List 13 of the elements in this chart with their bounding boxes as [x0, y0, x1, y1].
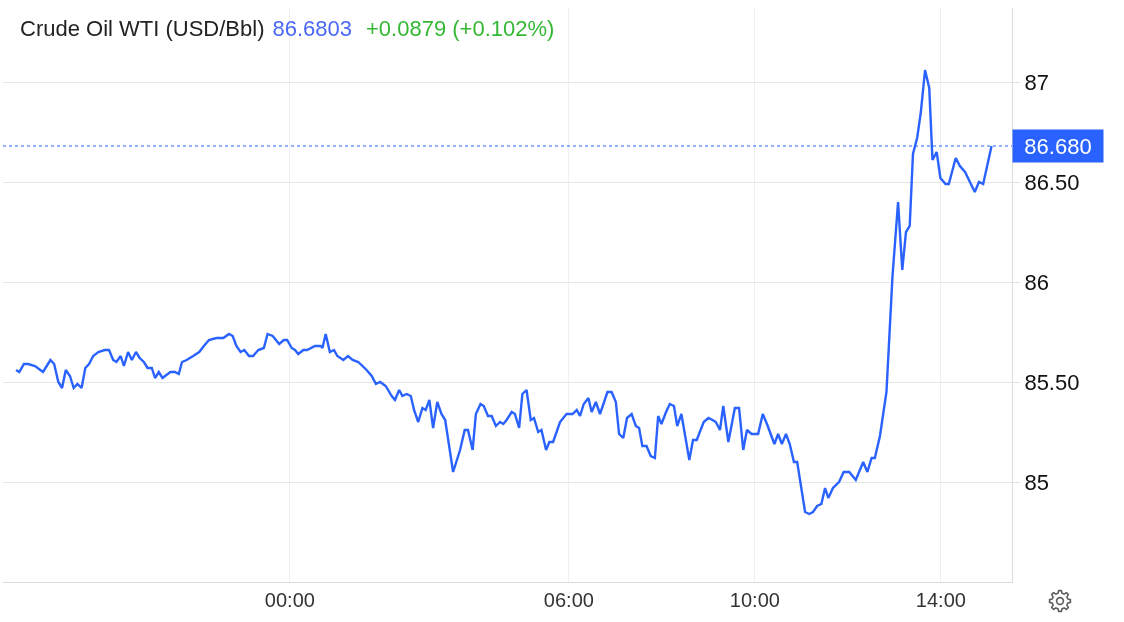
- ref-line-label: 86.680: [1024, 133, 1092, 159]
- y-tick-label: 86.50: [1024, 169, 1080, 195]
- y-tick-label: 87: [1024, 69, 1049, 95]
- x-tick-label: 06:00: [543, 589, 594, 611]
- y-tick-label: 85: [1024, 469, 1049, 495]
- annotation: 86.6803: [272, 16, 353, 42]
- x-tick-label: 10:00: [729, 589, 780, 611]
- x-tick-label: 00:00: [264, 589, 315, 611]
- x-tick-label: 14:00: [915, 589, 966, 611]
- y-tick-label: 86: [1024, 269, 1049, 295]
- annotation: +0.0879 (+0.102%): [366, 16, 555, 42]
- chart-title: Crude Oil WTI (USD/Bbl): [20, 16, 265, 42]
- y-tick-label: 85.50: [1024, 369, 1080, 395]
